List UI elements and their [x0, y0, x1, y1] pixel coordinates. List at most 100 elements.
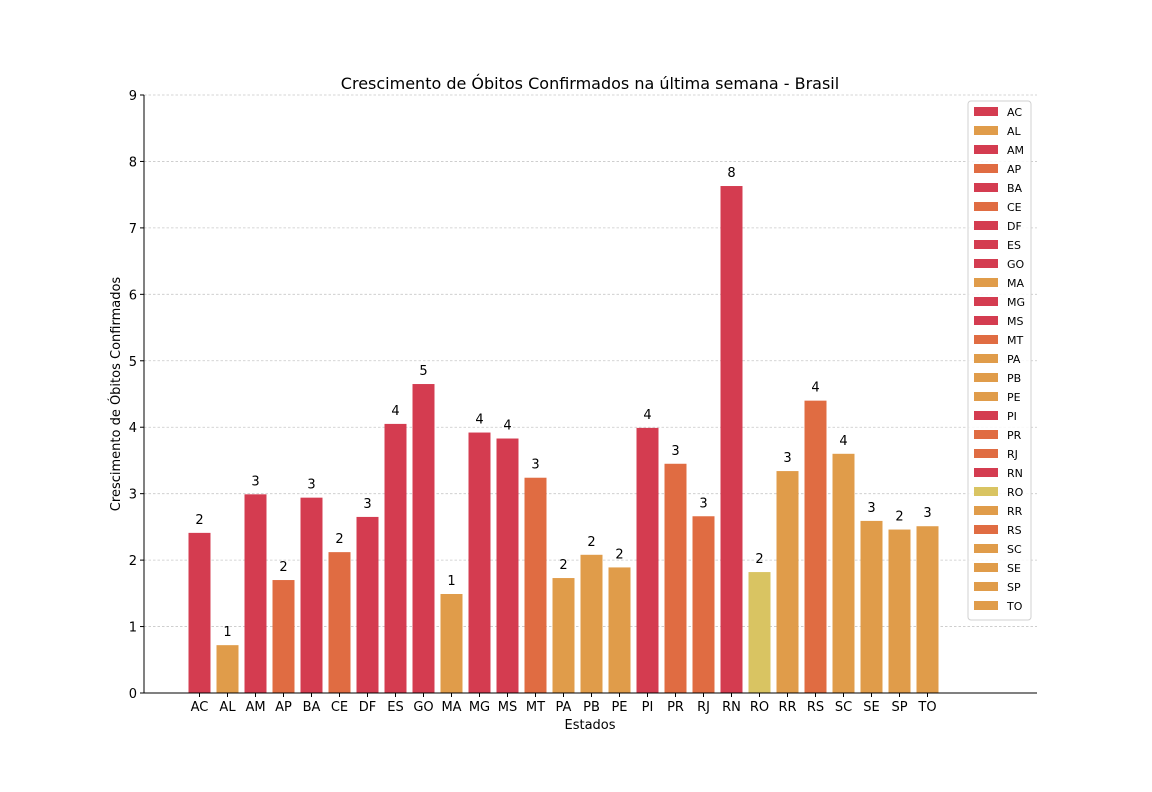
bars — [188, 186, 939, 694]
y-tick-label: 0 — [129, 687, 137, 702]
data-label-ac: 2 — [195, 513, 203, 528]
x-tick-label-go: GO — [413, 700, 433, 715]
x-tick-label-pe: PE — [611, 700, 627, 715]
legend-swatch-df — [974, 221, 998, 230]
y-tick-label: 1 — [129, 621, 137, 636]
legend: AC AL AM AP BA CE DF ES GO MA MG MS MT PA PB PE PI PR RJ RN… — [967, 100, 1032, 621]
x-tick-label-rn: RN — [722, 700, 741, 715]
x-tick-label-ap: AP — [275, 700, 292, 715]
legend-label-ce: CE — [1007, 201, 1022, 214]
y-tick-label: 8 — [129, 155, 137, 170]
data-label-sc: 4 — [839, 434, 847, 449]
legend-swatch-al — [974, 126, 998, 135]
bar-sc — [832, 453, 855, 693]
bar-ap — [272, 580, 295, 693]
legend-swatch-mg — [974, 297, 998, 306]
legend-label-rj: RJ — [1007, 448, 1018, 461]
data-labels: 2 1 3 2 3 2 3 4 5 1 4 4 3 2 2 2 4 3 3 8 2 3 4 4 3 2 3 — [195, 166, 931, 640]
legend-swatch-am — [974, 145, 998, 154]
data-label-go: 5 — [419, 364, 427, 379]
legend-label-pr: PR — [1007, 429, 1022, 442]
data-label-al: 1 — [223, 625, 231, 640]
x-axis-title: Estados — [564, 718, 615, 733]
x-tick-label-sc: SC — [835, 700, 852, 715]
legend-swatch-ba — [974, 183, 998, 192]
legend-label-mt: MT — [1007, 334, 1023, 347]
bar-to — [916, 526, 939, 693]
legend-label-go: GO — [1007, 258, 1025, 271]
legend-label-mg: MG — [1007, 296, 1025, 309]
legend-swatch-go — [974, 259, 998, 268]
bar-pi — [636, 427, 659, 693]
data-label-ma: 1 — [447, 574, 455, 589]
y-axis-title: Crescimento de Óbitos Confirmados — [108, 277, 124, 512]
legend-swatch-sp — [974, 582, 998, 591]
data-label-pa: 2 — [559, 558, 567, 573]
x-tick-label-pb: PB — [583, 700, 600, 715]
x-ticks: AC AL AM AP BA CE DF ES GO MA MG MS MT PA PB PE PI PR RJ RN… — [191, 693, 937, 715]
x-tick-label-pa: PA — [556, 700, 572, 715]
legend-swatch-rn — [974, 468, 998, 477]
legend-swatch-to — [974, 601, 998, 610]
legend-swatch-pe — [974, 392, 998, 401]
data-label-pr: 3 — [671, 444, 679, 459]
chart-title: Crescimento de Óbitos Confirmados na últ… — [341, 74, 839, 93]
bar-ro — [748, 572, 771, 693]
legend-label-df: DF — [1007, 220, 1022, 233]
x-tick-label-pi: PI — [642, 700, 654, 715]
x-tick-label-to: TO — [917, 700, 936, 715]
x-tick-label-ac: AC — [191, 700, 209, 715]
legend-swatch-rr — [974, 506, 998, 515]
legend-label-sc: SC — [1007, 543, 1022, 556]
x-tick-label-rs: RS — [807, 700, 824, 715]
x-tick-label-al: AL — [219, 700, 236, 715]
x-tick-label-ms: MS — [498, 700, 517, 715]
legend-label-rn: RN — [1007, 467, 1023, 480]
bar-go — [412, 384, 435, 693]
x-tick-label-ba: BA — [303, 700, 321, 715]
legend-label-pb: PB — [1007, 372, 1021, 385]
data-label-rr: 3 — [783, 451, 791, 466]
bar-es — [384, 423, 407, 693]
data-label-ms: 4 — [503, 419, 511, 434]
data-label-mg: 4 — [475, 413, 483, 428]
legend-label-es: ES — [1007, 239, 1021, 252]
legend-label-se: SE — [1007, 562, 1021, 575]
x-tick-label-rr: RR — [778, 700, 796, 715]
legend-swatch-pi — [974, 411, 998, 420]
legend-label-sp: SP — [1007, 581, 1021, 594]
bar-ba — [300, 497, 323, 693]
x-tick-label-mg: MG — [469, 700, 490, 715]
bar-rj — [692, 516, 715, 693]
data-label-ce: 2 — [335, 532, 343, 547]
bar-pb — [580, 554, 603, 693]
data-label-rs: 4 — [811, 381, 819, 396]
bar-mg — [468, 432, 491, 693]
bar-df — [356, 516, 379, 693]
data-label-mt: 3 — [531, 458, 539, 473]
bar-al — [216, 645, 239, 693]
y-tick-label: 4 — [129, 421, 137, 436]
grid — [144, 94, 1037, 627]
data-label-df: 3 — [363, 497, 371, 512]
data-label-pe: 2 — [615, 547, 623, 562]
legend-swatch-mt — [974, 335, 998, 344]
legend-swatch-es — [974, 240, 998, 249]
y-tick-label: 9 — [129, 89, 137, 104]
legend-label-ap: AP — [1007, 163, 1022, 176]
legend-label-ms: MS — [1007, 315, 1023, 328]
x-tick-label-mt: MT — [526, 700, 545, 715]
bar-rs — [804, 400, 827, 693]
legend-label-ac: AC — [1007, 106, 1022, 119]
x-tick-label-ro: RO — [750, 700, 769, 715]
bar-am — [244, 494, 267, 693]
x-tick-label-df: DF — [359, 700, 377, 715]
x-tick-label-ma: MA — [441, 700, 461, 715]
legend-label-am: AM — [1007, 144, 1024, 157]
bar-pr — [664, 463, 687, 693]
legend-swatch-pr — [974, 430, 998, 439]
bar-pe — [608, 567, 631, 693]
legend-swatch-ap — [974, 164, 998, 173]
legend-swatch-ma — [974, 278, 998, 287]
